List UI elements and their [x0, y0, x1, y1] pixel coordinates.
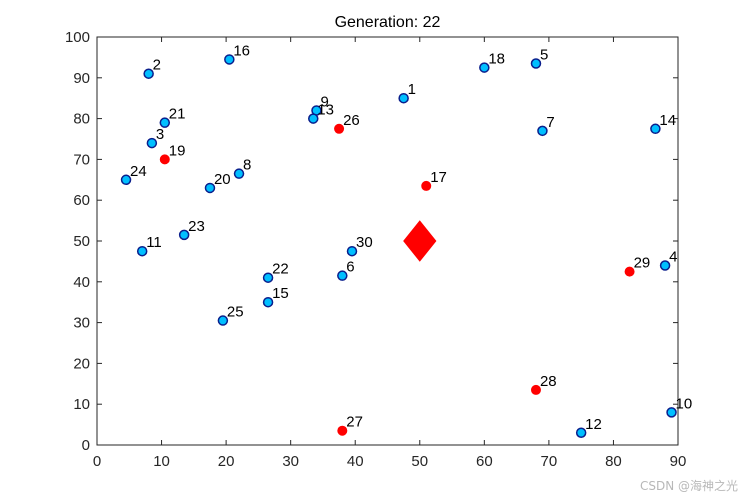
point-label-8: 8 — [243, 157, 251, 174]
point-blue-7 — [537, 125, 548, 137]
point-label-4: 4 — [669, 248, 677, 265]
x-tick-label: 30 — [282, 453, 299, 470]
x-tick-label: 50 — [411, 453, 428, 470]
y-tick-label: 80 — [73, 111, 90, 128]
y-tick-label: 20 — [73, 355, 90, 372]
x-tick-label: 60 — [476, 453, 493, 470]
point-label-27: 27 — [346, 414, 363, 431]
point-blue-4 — [659, 260, 671, 271]
point-blue-12 — [575, 427, 587, 439]
point-blue-1 — [398, 92, 409, 104]
point-label-5: 5 — [540, 47, 548, 64]
point-label-14: 14 — [659, 112, 676, 129]
point-blue-23 — [178, 229, 190, 241]
point-label-13: 13 — [317, 102, 334, 119]
x-tick-label: 80 — [605, 453, 622, 470]
point-red-27 — [337, 425, 348, 436]
point-blue-8 — [233, 168, 245, 179]
y-tick-label: 70 — [73, 151, 90, 168]
y-tick-label: 100 — [65, 29, 90, 46]
x-tick-label: 20 — [218, 453, 235, 470]
point-blue-22 — [262, 272, 274, 283]
y-tick-label: 90 — [73, 70, 90, 87]
axis-ticks: 0 10 20 30 40 50 60 70 80 90 0 10 20 30 40 50 60 70 80 90 10… — [65, 29, 686, 470]
point-label-1: 1 — [408, 81, 416, 98]
chart-title: Generation: 22 — [335, 14, 441, 31]
watermark: CSDN @海神之光 — [639, 479, 738, 493]
point-blue-14 — [650, 123, 661, 135]
point-blue-21 — [159, 117, 171, 128]
point-label-20: 20 — [214, 171, 231, 188]
point-label-21: 21 — [169, 106, 186, 123]
point-blue-13 — [308, 113, 319, 124]
point-blue-24 — [120, 174, 132, 186]
point-label-11: 11 — [146, 234, 162, 251]
y-tick-label: 60 — [73, 192, 90, 209]
center-marker-group — [403, 220, 437, 262]
point-blue-20 — [204, 182, 216, 194]
point-labels: 1234567891011121314151617181920212223242… — [130, 42, 692, 432]
point-label-15: 15 — [272, 285, 289, 302]
x-tick-label: 90 — [670, 453, 687, 470]
x-tick-label: 10 — [153, 453, 170, 470]
point-label-19: 19 — [169, 142, 186, 159]
point-label-9: 9 — [320, 93, 328, 110]
point-blue-16 — [224, 54, 235, 65]
x-tick-label: 40 — [347, 453, 364, 470]
point-red-19 — [159, 154, 170, 165]
x-tick-label: 0 — [93, 453, 101, 470]
point-red-17 — [421, 180, 432, 191]
point-blue-3 — [146, 137, 158, 149]
point-label-16: 16 — [233, 42, 250, 59]
plot-area — [96, 36, 679, 446]
point-label-23: 23 — [188, 218, 205, 235]
point-label-24: 24 — [130, 163, 147, 180]
point-blue-18 — [479, 62, 490, 73]
point-label-29: 29 — [634, 255, 651, 272]
point-label-28: 28 — [540, 373, 557, 390]
point-blue-15 — [262, 296, 274, 308]
point-label-7: 7 — [546, 114, 554, 131]
point-label-6: 6 — [346, 259, 354, 276]
point-label-18: 18 — [488, 51, 505, 68]
point-label-10: 10 — [676, 395, 693, 412]
point-red-28 — [530, 384, 541, 395]
point-label-25: 25 — [227, 304, 244, 321]
y-tick-label: 40 — [73, 274, 90, 291]
y-tick-label: 10 — [73, 396, 90, 413]
point-blue-11 — [136, 245, 148, 257]
point-label-2: 2 — [153, 57, 161, 74]
x-tick-label: 70 — [541, 453, 558, 470]
point-red-26 — [334, 123, 345, 134]
y-tick-label: 0 — [82, 437, 90, 454]
y-tick-label: 50 — [73, 233, 90, 250]
point-label-17: 17 — [430, 169, 447, 186]
point-blue-2 — [143, 68, 154, 79]
point-blue-5 — [530, 58, 542, 69]
center-diamond-marker — [403, 220, 437, 262]
point-blue-6 — [337, 270, 348, 281]
point-blue-10 — [666, 407, 677, 418]
point-label-30: 30 — [356, 234, 373, 251]
point-label-26: 26 — [343, 112, 360, 129]
point-blue-25 — [217, 315, 229, 326]
point-blue-30 — [346, 245, 358, 257]
point-label-22: 22 — [272, 261, 289, 278]
y-tick-label: 30 — [73, 315, 90, 332]
data-points — [120, 54, 677, 439]
point-label-3: 3 — [156, 126, 164, 143]
point-label-12: 12 — [585, 416, 602, 433]
point-red-29 — [624, 266, 635, 277]
